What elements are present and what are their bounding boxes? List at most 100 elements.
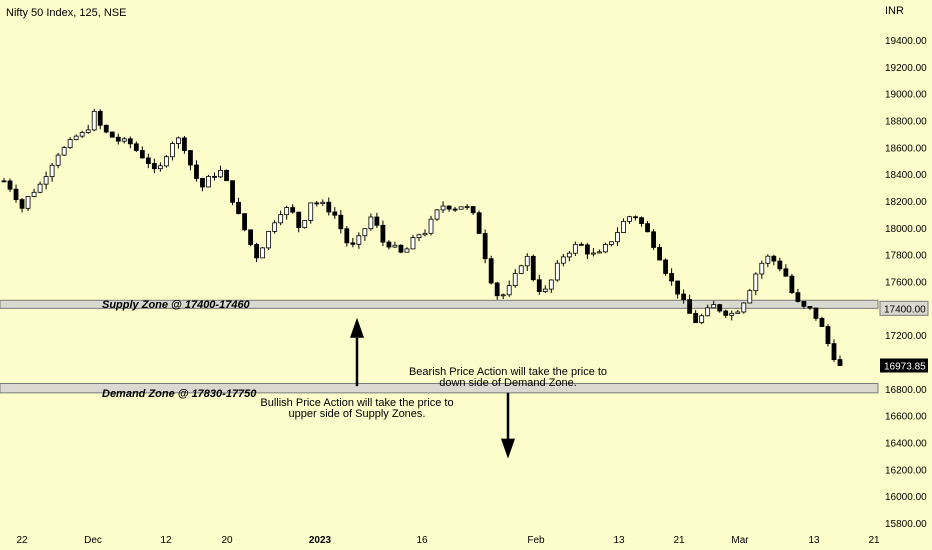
candle[interactable] [717,303,723,313]
candle[interactable] [494,281,500,300]
candle[interactable] [314,200,320,207]
candle[interactable] [675,280,681,299]
candle[interactable] [825,324,831,347]
candle[interactable] [705,304,711,317]
candle[interactable] [55,152,61,169]
candle[interactable] [212,172,217,181]
candle[interactable] [278,210,284,226]
candle[interactable] [807,306,813,311]
candle[interactable] [290,204,296,214]
candle[interactable] [97,109,103,130]
candle[interactable] [302,220,308,229]
candle[interactable] [566,251,572,262]
candle[interactable] [79,130,85,139]
candle[interactable] [25,196,31,211]
candle[interactable] [338,210,344,234]
candle[interactable] [200,177,205,192]
candle[interactable] [260,246,266,259]
candle[interactable] [440,201,446,213]
candle[interactable] [801,300,807,309]
candle[interactable] [266,230,272,251]
candle[interactable] [476,210,482,234]
price-axis[interactable]: 19400.00 19200.00 19000.00 18800.00 18600.00… [879,36,929,530]
candle[interactable] [681,289,687,304]
candle[interactable] [392,241,398,248]
candle[interactable] [657,244,662,261]
candle[interactable] [693,310,699,324]
candle[interactable] [272,220,278,234]
candle[interactable] [597,249,602,254]
candle[interactable] [380,220,386,246]
candle[interactable] [362,228,368,241]
candle[interactable] [434,208,440,221]
candle[interactable] [548,279,554,293]
candle[interactable] [19,198,25,213]
candle[interactable] [500,293,506,300]
candle[interactable] [621,218,626,233]
candle[interactable] [488,255,494,285]
candle[interactable] [194,160,199,182]
candle[interactable] [723,309,729,319]
candle[interactable] [651,229,656,250]
candle[interactable] [572,241,578,257]
candle[interactable] [176,136,181,149]
candle[interactable] [759,260,765,279]
candle[interactable] [1,177,7,183]
candle[interactable] [663,258,668,276]
candle[interactable] [578,242,584,246]
candle[interactable] [398,244,404,254]
candle[interactable] [163,155,169,168]
candle[interactable] [831,339,837,362]
candles-layer[interactable] [1,108,843,366]
candle[interactable] [109,131,115,138]
candle[interactable] [85,124,91,134]
candle[interactable] [43,171,49,190]
candle[interactable] [789,273,795,294]
candle[interactable] [512,269,518,288]
candle[interactable] [729,310,735,321]
candle[interactable] [127,136,133,149]
candle[interactable] [139,146,145,159]
candle[interactable] [182,136,187,154]
candle[interactable] [771,254,777,266]
candle[interactable] [344,226,350,247]
candle[interactable] [13,184,19,203]
candle[interactable] [633,215,638,221]
candle[interactable] [410,234,416,250]
candle[interactable] [368,213,374,231]
candle[interactable] [554,259,560,282]
candle[interactable] [350,237,356,248]
candle[interactable] [386,240,392,250]
candle[interactable] [242,213,247,232]
candle[interactable] [49,162,55,182]
candle[interactable] [170,141,175,161]
candle[interactable] [609,241,614,247]
candle[interactable] [639,216,644,227]
candle[interactable] [151,158,157,174]
candle[interactable] [230,180,235,206]
candle[interactable] [506,280,512,297]
last-price-badge[interactable]: 16973.85 [880,358,928,373]
candle[interactable] [115,133,121,145]
candle[interactable] [530,254,536,282]
candle[interactable] [254,242,260,263]
candle[interactable] [536,274,542,295]
candle[interactable] [482,229,488,264]
candle[interactable] [224,169,229,182]
candle[interactable] [326,197,332,216]
candle[interactable] [91,108,97,132]
candle[interactable] [416,233,422,242]
candle[interactable] [31,188,37,198]
candle[interactable] [61,146,67,157]
candle[interactable] [356,232,362,249]
time-axis[interactable]: 22 Dec 12 20 2023 16 Feb 13 21 Mar 13 21 [16,535,880,546]
candle[interactable] [157,162,163,172]
candle[interactable] [206,174,211,188]
candle[interactable] [218,165,223,179]
candle[interactable] [236,197,241,215]
candle[interactable] [470,205,476,215]
candle[interactable] [699,313,705,325]
candle[interactable] [121,137,127,144]
candle[interactable] [591,248,596,257]
candle[interactable] [819,316,825,327]
